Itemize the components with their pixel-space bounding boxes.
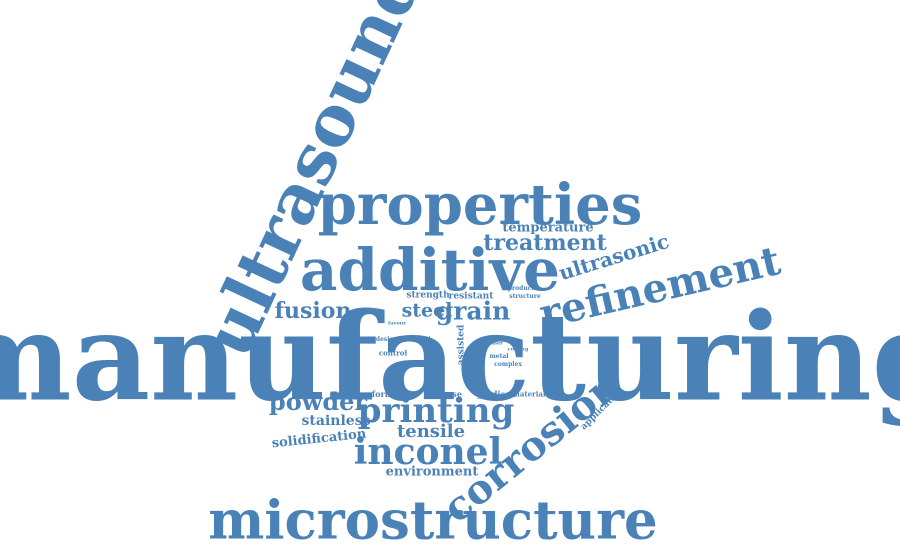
word-structure: structure (509, 293, 541, 300)
word-control: control (378, 348, 408, 358)
word-product: product (507, 285, 535, 292)
word-complex: complex (494, 361, 522, 368)
word-resistant: resistant (448, 291, 494, 302)
word-printing: printing (357, 391, 515, 431)
word-metal: metal (489, 353, 509, 360)
word-design: design (375, 336, 399, 343)
word-assisted: assisted (456, 324, 467, 366)
word-path: path (422, 341, 434, 346)
word-powder: powder (268, 387, 368, 416)
word-fusion: fusion (274, 298, 352, 324)
word-solidification: solidification (271, 426, 367, 452)
word-cooling: cooling (507, 346, 529, 353)
word-increase: increase (424, 389, 462, 399)
word-properties: properties (317, 172, 643, 238)
word-grain: grain (435, 296, 511, 326)
word-tool: tool (421, 335, 431, 340)
word-formation: formation (371, 389, 417, 399)
word-temperature: temperature (502, 220, 594, 236)
word-material: material (512, 389, 546, 399)
word-favour: favour (388, 320, 406, 327)
word-manufacturing: manufacturing (0, 285, 900, 429)
word-microstructure: microstructure (208, 489, 658, 552)
word-laser: laser (489, 340, 503, 347)
word-strength: strength (406, 290, 450, 301)
word-tensile: tensile (396, 421, 466, 442)
word-gradient: gradient (476, 389, 516, 399)
word-additive: additive (299, 236, 561, 304)
word-stainless: stainless (301, 413, 371, 429)
word-inconel: inconel (353, 431, 503, 473)
word-environment: environment (385, 464, 479, 480)
word-treatment: treatment (483, 230, 607, 256)
word-steel: steel (401, 299, 453, 322)
